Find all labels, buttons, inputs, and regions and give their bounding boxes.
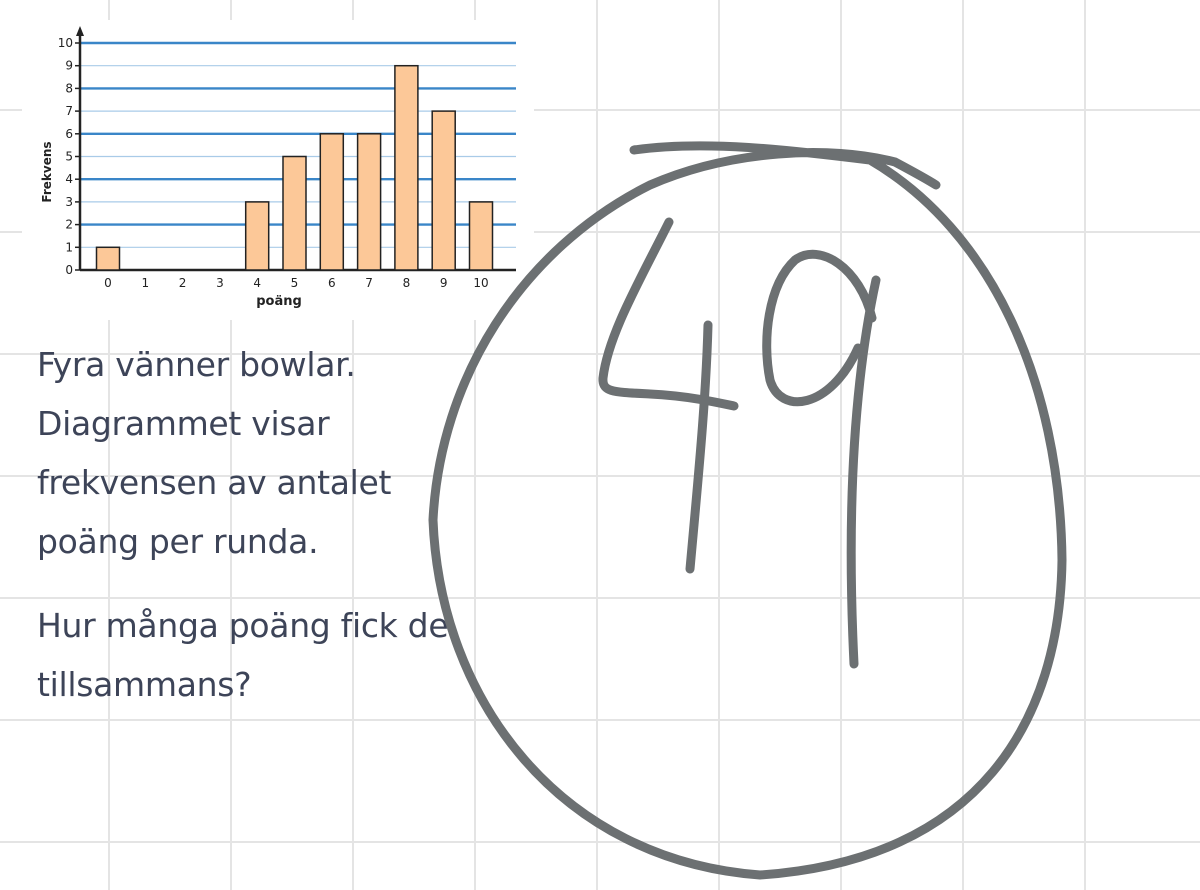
y-tick-label: 8: [65, 81, 73, 95]
y-axis-title: Frekvens: [40, 141, 54, 202]
x-tick-label: 7: [365, 276, 373, 290]
x-tick-label: 3: [216, 276, 224, 290]
bars: [95, 64, 494, 271]
bar-6: [319, 133, 345, 271]
x-axis-title: poäng: [256, 294, 302, 309]
bar-5: [282, 155, 307, 271]
answer-circle: [428, 141, 1067, 880]
bar-7: [356, 133, 382, 271]
y-tick-label: 10: [58, 36, 73, 50]
x-tick-labels: 0 1 2 3 4 5 6 7 8 9 10: [104, 276, 488, 290]
x-tick-label: 5: [291, 276, 299, 290]
digit-4-stem-glyph: [685, 320, 713, 574]
ink-strokes: [428, 141, 1067, 880]
chart-svg: 0 1 2 3 4 5 6 7 8 9 10 0 1 2 3 4 5 6 7 8 9 10 poäng Frekvens: [40, 26, 516, 309]
x-tick-label: 4: [253, 276, 261, 290]
x-tick-label: 2: [179, 276, 187, 290]
question-text: Fyra vänner bowlar. Diagrammet visar fre…: [37, 335, 507, 714]
question-ask-line-2: tillsammans?: [37, 665, 252, 704]
bar-10: [468, 201, 494, 271]
x-tick-label: 9: [440, 276, 448, 290]
question-line-4: poäng per runda.: [37, 522, 319, 561]
y-tick-label: 1: [65, 240, 73, 254]
x-tick-label: 1: [141, 276, 149, 290]
digit-4-glyph: [598, 217, 739, 411]
y-ticks: 0 1 2 3 4 5 6 7 8 9 10: [58, 36, 80, 277]
y-tick-label: 5: [65, 150, 73, 164]
y-tick-label: 4: [65, 172, 73, 186]
question-ask-line-1: Hur många poäng fick de: [37, 606, 449, 645]
question-line-1: Fyra vänner bowlar.: [37, 345, 356, 384]
bar-4: [244, 201, 270, 271]
y-tick-label: 3: [65, 195, 73, 209]
y-tick-label: 9: [65, 59, 73, 73]
digit-9-glyph: [762, 249, 877, 407]
y-tick-label: 7: [65, 104, 73, 118]
bar-9: [431, 110, 456, 271]
digit-9-stem-glyph: [846, 275, 881, 669]
y-axis-arrow: [76, 26, 84, 36]
x-tick-label: 10: [473, 276, 488, 290]
bar-0: [95, 246, 121, 271]
x-tick-label: 0: [104, 276, 112, 290]
question-line-3: frekvensen av antalet: [37, 463, 392, 502]
x-tick-label: 6: [328, 276, 336, 290]
x-tick-label: 8: [403, 276, 411, 290]
question-line-2: Diagrammet visar: [37, 404, 330, 443]
bar-8: [394, 64, 419, 271]
frequency-bar-chart: 0 1 2 3 4 5 6 7 8 9 10 0 1 2 3 4 5 6 7 8 9 10 poäng Frekvens: [22, 20, 534, 320]
y-tick-label: 2: [65, 218, 73, 232]
y-tick-label: 6: [65, 127, 73, 141]
y-tick-label: 0: [65, 263, 73, 277]
